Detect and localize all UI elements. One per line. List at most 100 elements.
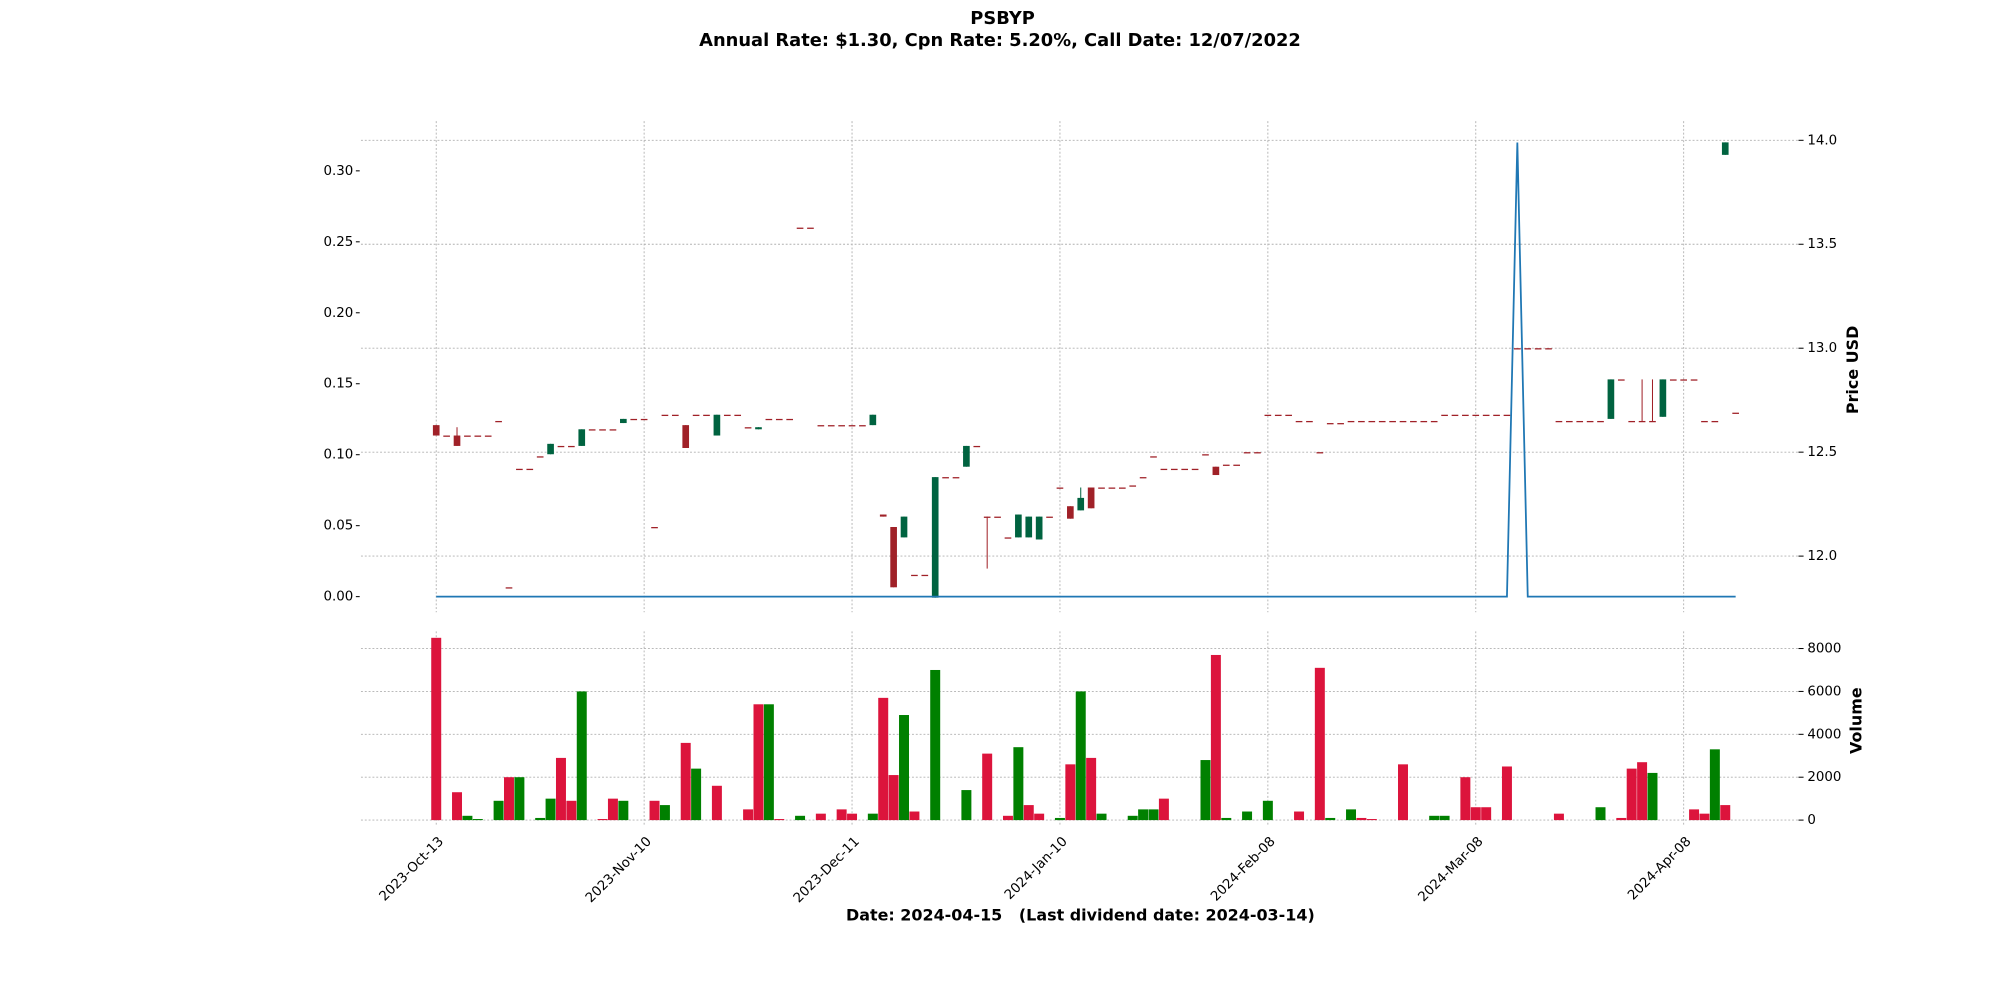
candle-body [671,414,679,417]
volume-bar [795,815,806,821]
candle-body [588,429,596,431]
candle-body [1087,487,1095,509]
candle-body [1306,420,1313,423]
y-tick-label: 0.00 [324,590,354,605]
candle-body [1129,485,1137,487]
candle-body [640,418,648,421]
volume-bar [649,800,660,821]
candle-body [568,445,575,448]
volume-bar [1553,813,1564,821]
candle-body [1046,516,1053,518]
candle-body [630,418,638,421]
volume-bar [576,691,587,821]
volume-bar [1439,815,1450,821]
candle-body [859,425,866,427]
volume-bar [899,715,910,821]
volume-tick-label: 6000 [1807,684,1841,699]
volume-bar [1127,815,1138,821]
x-tick-label: 2024-Mar-08 [1416,834,1487,905]
candle-body [578,429,586,446]
candle-body [942,477,949,479]
candle-body [1545,348,1552,350]
candle-body [620,418,627,424]
volume-bar [1501,766,1512,821]
volume-bar [815,813,826,821]
volume-bar [930,669,941,821]
volume-bar [1034,813,1045,821]
volume-bar [1086,757,1097,821]
volume-bar [1200,760,1211,821]
volume-bar [504,777,514,821]
volume-bar [763,704,774,821]
candle-body [484,435,492,437]
volume-bar [1023,805,1034,821]
candle-body [827,425,835,427]
candle-body [1493,414,1500,417]
volume-bar [1595,807,1606,821]
candle-body [1368,420,1376,423]
x-axis-label: Date: 2024-04-15 (Last dividend date: 20… [846,905,1315,924]
candle-body [1077,497,1085,511]
volume-bar [1398,764,1408,821]
candle-body [1597,420,1604,423]
volume-bar [555,757,566,821]
volume-bar [566,800,577,821]
y2-axis-label: Price USD [1843,326,1862,414]
y-tick-label: 0.05 [324,519,354,534]
volume-bar [982,753,993,821]
candle-body [1191,468,1199,471]
candle-body [911,574,918,577]
volume-bar [1138,809,1149,821]
x-tick-label: 2023-Nov-10 [583,834,655,906]
candle-body [1451,414,1459,417]
volume-bar [836,809,847,821]
volume-bar [1356,817,1367,821]
volume-bar [1054,817,1065,821]
volume-bar [1720,805,1731,821]
candle-body [817,425,825,427]
candle-body [1326,423,1334,425]
candle-body [838,425,845,427]
candle-body [848,425,856,427]
candle-body [1524,348,1532,350]
candle-body [1503,414,1511,417]
volume-bar [1481,807,1492,821]
candle-body [1358,420,1365,423]
y-tick-label: 0.20 [324,306,354,321]
candle-body [1711,420,1719,423]
candle-body [1482,414,1490,417]
volume-bar [753,704,764,821]
candle-body [1410,420,1417,423]
x-tick-label: 2024-Apr-08 [1625,834,1694,903]
volume-bar [1002,815,1013,821]
volume-bar [680,742,691,821]
volume-bar [1096,813,1107,821]
candle-body [879,514,887,517]
chart-subtitle: Annual Rate: $1.30, Cpn Rate: 5.20%, Cal… [699,30,1301,51]
x-tick-label: 2024-Jan-10 [1002,834,1071,903]
candle-body [1565,420,1573,423]
candle-body [1202,454,1209,456]
candle-body [1555,420,1563,423]
volume-bar [1262,800,1273,821]
candle-body [1721,142,1729,155]
candle-body [474,435,482,437]
volume-bar [452,792,463,821]
candle-body [1389,420,1396,423]
candle-body [1378,420,1386,423]
candle-body [1347,420,1355,423]
candle-body [1649,420,1656,423]
candle-body [921,574,929,577]
candle-body [1254,452,1261,454]
volume-bar [1325,817,1336,821]
volume-bar [493,800,504,821]
y2-tick-label: 12.5 [1807,445,1837,460]
volume-bar [888,775,899,821]
y-tick-label: 0.30 [324,164,354,179]
volume-bar [1221,817,1232,821]
candle-body [931,477,939,598]
volume-bar [607,798,618,821]
volume-bar [961,790,972,821]
candle-body [1659,379,1667,417]
